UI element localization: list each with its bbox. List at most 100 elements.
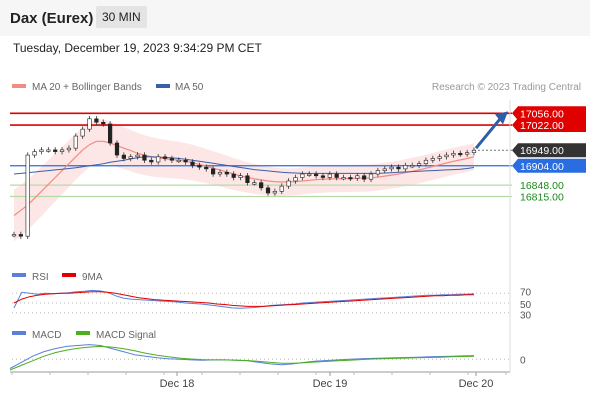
x-tick-label: Dec 20 bbox=[459, 378, 494, 390]
macd-signal-legend-label: MACD Signal bbox=[96, 330, 156, 341]
candle bbox=[444, 154, 449, 158]
candle bbox=[300, 173, 305, 178]
pivot-value-tag bbox=[512, 158, 586, 173]
candle bbox=[224, 172, 229, 175]
credit-label: Research © 2023 Trading Central bbox=[432, 82, 581, 93]
rsi-level-label: 50 bbox=[520, 300, 532, 311]
candle bbox=[231, 173, 236, 178]
candle bbox=[389, 166, 394, 170]
candle bbox=[156, 156, 161, 163]
projection-arrowhead bbox=[495, 111, 508, 125]
candle bbox=[11, 234, 17, 237]
candle bbox=[114, 142, 120, 156]
pivot-value: 16904.00 bbox=[520, 161, 564, 173]
ma50-legend-swatch bbox=[156, 84, 170, 88]
candle bbox=[341, 177, 346, 180]
candle bbox=[211, 168, 216, 175]
candle bbox=[197, 165, 202, 168]
candle bbox=[465, 152, 470, 155]
macd-signal-line bbox=[9, 345, 475, 371]
candle bbox=[320, 175, 326, 178]
candle bbox=[334, 173, 339, 178]
candle bbox=[458, 153, 463, 156]
candle bbox=[416, 163, 422, 166]
candle bbox=[101, 121, 106, 125]
candle bbox=[108, 123, 113, 144]
datetime-label: Tuesday, December 19, 2023 9:34:29 PM CE… bbox=[13, 41, 262, 55]
resistance-value: 17022.00 bbox=[520, 120, 564, 132]
candle bbox=[142, 154, 147, 161]
candle bbox=[437, 156, 442, 159]
candle bbox=[183, 159, 188, 163]
rsi-ma-legend-label: 9MA bbox=[82, 272, 103, 283]
rsi-level-label: 70 bbox=[520, 287, 532, 298]
candle bbox=[272, 191, 277, 194]
candle bbox=[362, 175, 367, 180]
candle bbox=[94, 118, 99, 123]
macd-legend-label: MACD bbox=[32, 330, 61, 341]
support-value: 16815.00 bbox=[520, 191, 564, 203]
ma20-legend-label: MA 20 + Bollinger Bands bbox=[32, 82, 142, 93]
candle bbox=[313, 173, 319, 177]
candle bbox=[18, 234, 23, 237]
candle bbox=[66, 147, 72, 151]
candle bbox=[368, 173, 374, 180]
candle bbox=[375, 170, 380, 175]
candle bbox=[59, 149, 65, 152]
candle bbox=[73, 135, 78, 149]
candle bbox=[396, 166, 401, 170]
candle bbox=[176, 159, 181, 163]
rsi-legend-label: RSI bbox=[32, 272, 49, 283]
candle bbox=[252, 182, 257, 185]
candle bbox=[135, 154, 140, 158]
ma50-line bbox=[13, 156, 475, 175]
candle bbox=[245, 175, 250, 183]
macd-signal-legend-swatch bbox=[76, 331, 90, 335]
candle bbox=[238, 175, 243, 178]
candle bbox=[293, 177, 298, 182]
timeframe-button[interactable]: 30 MIN bbox=[96, 6, 147, 28]
candle bbox=[279, 185, 284, 192]
rsi-level-label: 30 bbox=[520, 311, 532, 322]
macd-zero-label: 0 bbox=[520, 355, 526, 366]
ma20-legend-swatch bbox=[12, 84, 26, 88]
candle bbox=[25, 154, 30, 237]
candle bbox=[265, 187, 271, 194]
macd-legend-swatch bbox=[12, 331, 26, 335]
candle bbox=[149, 159, 154, 163]
x-tick-label: Dec 19 bbox=[313, 378, 348, 390]
candle bbox=[162, 156, 168, 159]
ma50-legend-label: MA 50 bbox=[175, 82, 204, 93]
projection-arrow bbox=[474, 114, 505, 150]
candle bbox=[403, 165, 408, 170]
candle bbox=[121, 154, 126, 159]
candle bbox=[87, 118, 92, 130]
candle bbox=[46, 149, 51, 152]
candle bbox=[169, 158, 175, 161]
candle bbox=[410, 165, 415, 168]
x-tick-label: Dec 18 bbox=[160, 378, 195, 390]
instrument-title: Dax (Eurex) bbox=[10, 10, 94, 27]
rsi-legend-swatch bbox=[12, 273, 26, 277]
candle bbox=[307, 173, 312, 176]
rsi-line bbox=[13, 289, 475, 309]
candle bbox=[327, 173, 332, 178]
resistance-value-tag bbox=[512, 106, 586, 121]
resistance-value-tag bbox=[512, 118, 586, 133]
candle bbox=[451, 153, 456, 156]
candle bbox=[382, 168, 387, 171]
last-price-value-tag bbox=[512, 143, 586, 158]
candle bbox=[39, 149, 44, 152]
rsi-ma-legend-swatch bbox=[62, 273, 76, 277]
candle bbox=[423, 159, 429, 164]
candle bbox=[286, 180, 291, 187]
candle bbox=[430, 158, 435, 161]
candle bbox=[32, 151, 37, 156]
candle bbox=[204, 166, 209, 170]
candle bbox=[128, 156, 133, 159]
candle bbox=[217, 172, 223, 175]
candle bbox=[259, 182, 264, 189]
last-price-value: 16949.00 bbox=[520, 145, 564, 157]
candle bbox=[53, 149, 58, 152]
candle bbox=[348, 177, 353, 180]
